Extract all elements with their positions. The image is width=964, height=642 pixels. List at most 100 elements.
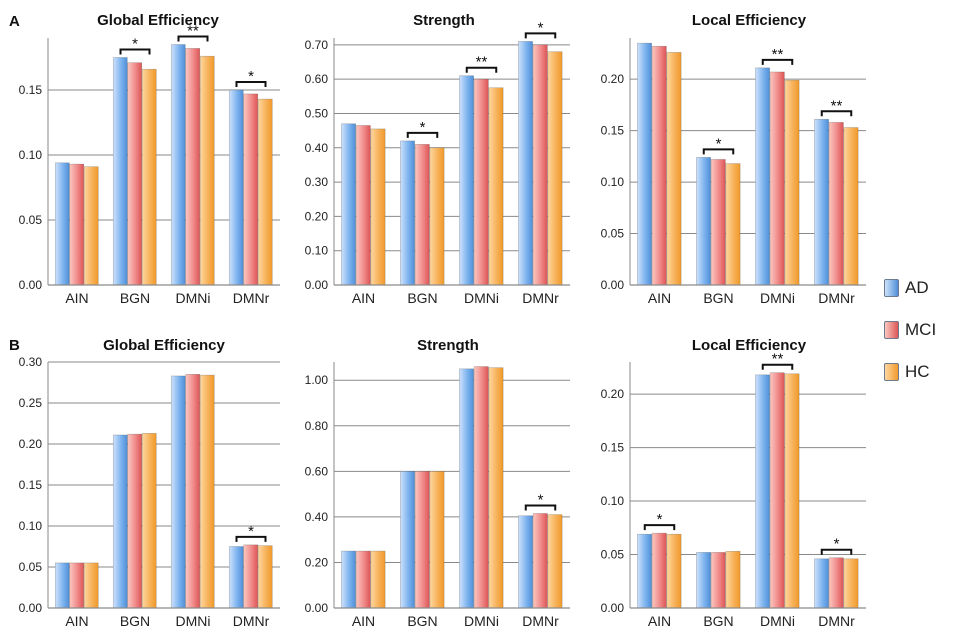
- y-tick-label: 0.10: [601, 175, 625, 189]
- x-tick-label: DMNr: [522, 290, 559, 306]
- chart-1: Global Efficiency 0.00 0.05 0.10 0.15 AIN BGN D…: [19, 12, 280, 306]
- x-tick-label: BGN: [120, 290, 150, 306]
- x-tick-label: AIN: [65, 613, 88, 629]
- x-tick-label: DMNi: [760, 613, 795, 629]
- significance-marker: **: [831, 97, 843, 114]
- bar-hc-dmni: [488, 367, 504, 609]
- legend-label-mci: MCI: [905, 320, 937, 339]
- y-tick-label: 0.50: [305, 106, 329, 120]
- significance-bracket: [761, 58, 794, 65]
- significance-bracket: [119, 48, 151, 55]
- chart-title: Global Efficiency: [97, 12, 219, 29]
- x-tick-label: AIN: [65, 290, 88, 306]
- significance-marker: **: [476, 54, 488, 71]
- significance-marker: *: [132, 36, 138, 53]
- y-tick-label: 0.20: [305, 209, 329, 223]
- x-tick-label: BGN: [703, 290, 733, 306]
- bar-mci-dmnr: [532, 513, 548, 609]
- bar-ad-ain: [637, 533, 652, 609]
- chart-6: Local Efficiency 0.00 0.05 0.10 0.15 0.20 AIN B…: [601, 337, 866, 629]
- significance-bracket: [235, 535, 267, 542]
- bar-hc-bgn: [141, 433, 157, 609]
- significance-marker: **: [772, 351, 784, 368]
- significance-marker: *: [248, 68, 254, 85]
- bar-ad-bgn: [112, 434, 128, 609]
- y-tick-label: 0.05: [19, 560, 43, 574]
- bar-ad-ain: [54, 162, 70, 286]
- bar-mci-dmni: [769, 372, 785, 609]
- significance-bracket: [406, 131, 439, 138]
- bar-hc-bgn: [429, 147, 445, 286]
- bar-hc-ain: [83, 166, 99, 286]
- legend-item-mci: MCI: [884, 318, 936, 342]
- bar-ad-bgn: [696, 552, 711, 609]
- bar-hc-ain: [666, 533, 682, 609]
- bar-hc-ain: [370, 550, 386, 609]
- panel-label-b: B: [9, 337, 20, 354]
- bar-hc-bgn: [429, 471, 445, 609]
- significance-bracket: [820, 110, 853, 117]
- x-tick-label: BGN: [120, 613, 150, 629]
- significance-bracket: [643, 524, 676, 531]
- bar-hc-ain: [666, 52, 682, 286]
- bar-mci-dmnr: [243, 544, 259, 609]
- bar-ad-dmnr: [518, 41, 533, 286]
- bar-mci-dmnr: [828, 557, 844, 609]
- significance-bracket: [702, 148, 735, 155]
- y-tick-label: 0.05: [601, 227, 625, 241]
- bar-mci-bgn: [414, 471, 430, 609]
- y-tick-label: 0.60: [305, 72, 329, 86]
- significance-marker: **: [772, 46, 784, 63]
- bar-mci-dmni: [473, 78, 489, 286]
- chart-3: Local Efficiency 0.00 0.05 0.10 0.15 0.20 AIN B…: [601, 12, 866, 306]
- chart-title: Local Efficiency: [692, 337, 807, 354]
- y-tick-label: 0.05: [601, 548, 625, 562]
- x-tick-label: DMNr: [818, 613, 855, 629]
- chart-5: Strength 0.00 0.20 0.40 0.60 0.80 1.00 AIN BGN DM…: [305, 337, 570, 629]
- x-tick-label: DMNi: [760, 290, 795, 306]
- chart-title: Global Efficiency: [103, 337, 225, 354]
- bar-ad-ain: [341, 550, 356, 609]
- x-tick-label: BGN: [407, 613, 437, 629]
- y-tick-label: 0.30: [305, 175, 329, 189]
- bar-hc-dmni: [784, 373, 800, 609]
- bar-mci-bgn: [710, 552, 726, 609]
- bar-ad-dmnr: [228, 89, 244, 286]
- legend-swatch-ad: [884, 279, 899, 297]
- bar-ad-bgn: [696, 157, 711, 286]
- x-tick-label: BGN: [703, 613, 733, 629]
- bar-ad-dmni: [755, 374, 770, 609]
- bar-ad-dmni: [170, 375, 186, 609]
- x-tick-label: DMNr: [818, 290, 855, 306]
- bar-mci-bgn: [710, 159, 726, 286]
- y-tick-label: 0.70: [305, 38, 329, 52]
- x-tick-label: DMNi: [176, 613, 211, 629]
- bar-mci-dmni: [185, 373, 201, 609]
- y-tick-label: 0.00: [601, 601, 625, 615]
- significance-bracket: [820, 548, 853, 555]
- legend-swatch-mci: [884, 321, 899, 339]
- x-tick-label: DMNi: [464, 290, 499, 306]
- bar-mci-bgn: [127, 433, 143, 609]
- bar-mci-ain: [355, 550, 371, 609]
- bar-hc-dmnr: [257, 545, 273, 609]
- bar-mci-dmni: [473, 366, 489, 609]
- bar-hc-dmnr: [843, 127, 859, 286]
- y-tick-label: 0.15: [601, 124, 625, 138]
- bar-ad-ain: [341, 123, 356, 286]
- chart-title: Local Efficiency: [692, 12, 807, 29]
- y-tick-label: 0.00: [19, 278, 43, 292]
- bar-mci-bgn: [127, 62, 143, 286]
- legend-label-ad: AD: [905, 278, 929, 297]
- bar-ad-dmni: [459, 75, 474, 286]
- y-tick-label: 0.10: [19, 148, 43, 162]
- x-tick-label: DMNr: [233, 613, 270, 629]
- bar-ad-dmni: [170, 44, 186, 286]
- bar-ad-ain: [54, 562, 70, 609]
- bar-ad-dmnr: [518, 515, 533, 609]
- y-tick-label: 0.10: [305, 244, 329, 258]
- bar-hc-bgn: [725, 551, 741, 609]
- y-tick-label: 0.15: [19, 478, 43, 492]
- chart-2: Strength 0.00 0.10 0.20 0.30 0.40 0.50 0.60 0.70…: [305, 12, 570, 306]
